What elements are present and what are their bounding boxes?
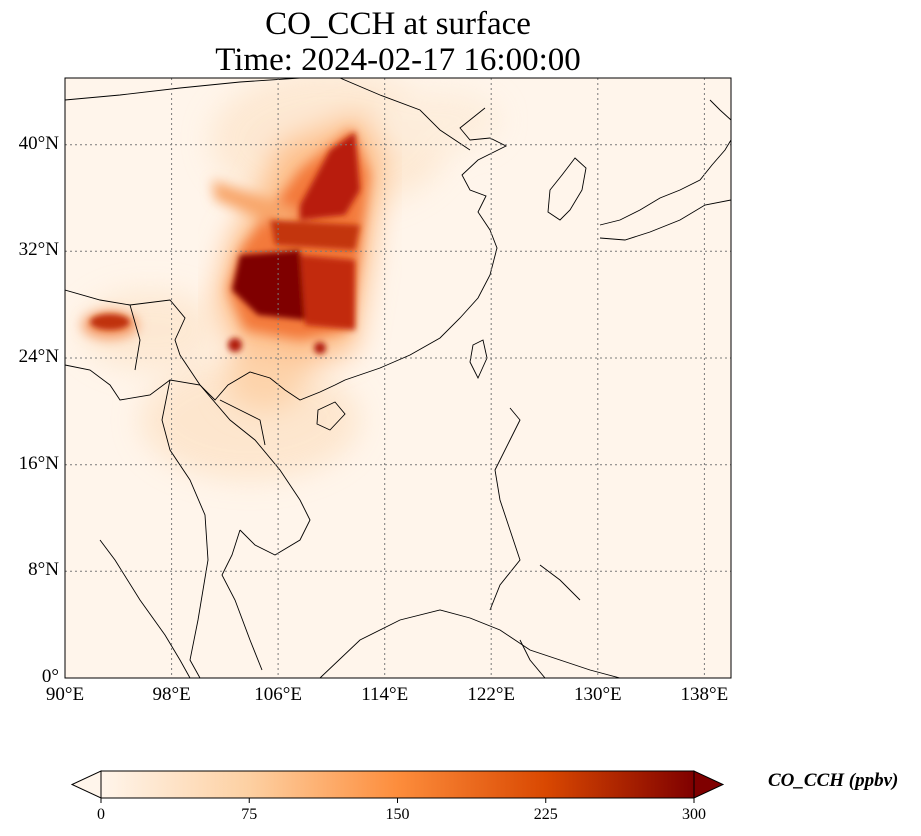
plume-core [90,132,360,354]
colorbar-extend-min [70,770,102,799]
lon-tick-label: 130°E [573,684,622,705]
lat-tick-label: 32°N [18,239,59,260]
map-subtitle: Time: 2024-02-17 16:00:00 [215,42,581,78]
colorbar-tick-label: 75 [241,806,258,823]
colorbar-tick-label: 225 [533,806,558,823]
lon-tick-label: 122°E [467,684,516,705]
colorbar-gradient [101,771,694,798]
colorbar [70,770,725,803]
lon-tick-label: 106°E [254,684,302,705]
map-area[interactable] [65,70,731,678]
lat-tick-label: 24°N [18,346,59,367]
lat-tick-label: 8°N [28,559,59,580]
lat-tick-label: 0° [41,666,59,687]
map-frame [64,77,732,679]
colorbar-tick-label: 0 [97,806,105,823]
coastlines [65,78,731,678]
lon-tick-label: 114°E [361,684,409,705]
gridlines [65,78,731,678]
colorbar-tick-label: 300 [682,806,706,823]
lat-tick-label: 40°N [18,133,59,154]
lon-tick-label: 138°E [680,684,729,705]
lon-tick-label: 90°E [45,684,85,705]
colorbar-tick-label: 150 [385,806,410,823]
lat-tick-label: 16°N [18,453,59,474]
colorbar-extend-max [693,770,725,799]
map-title: CO_CCH at surface [265,6,531,42]
lon-tick-label: 98°E [152,684,191,705]
colorbar-label: CO_CCH (ppbv) [768,770,899,791]
